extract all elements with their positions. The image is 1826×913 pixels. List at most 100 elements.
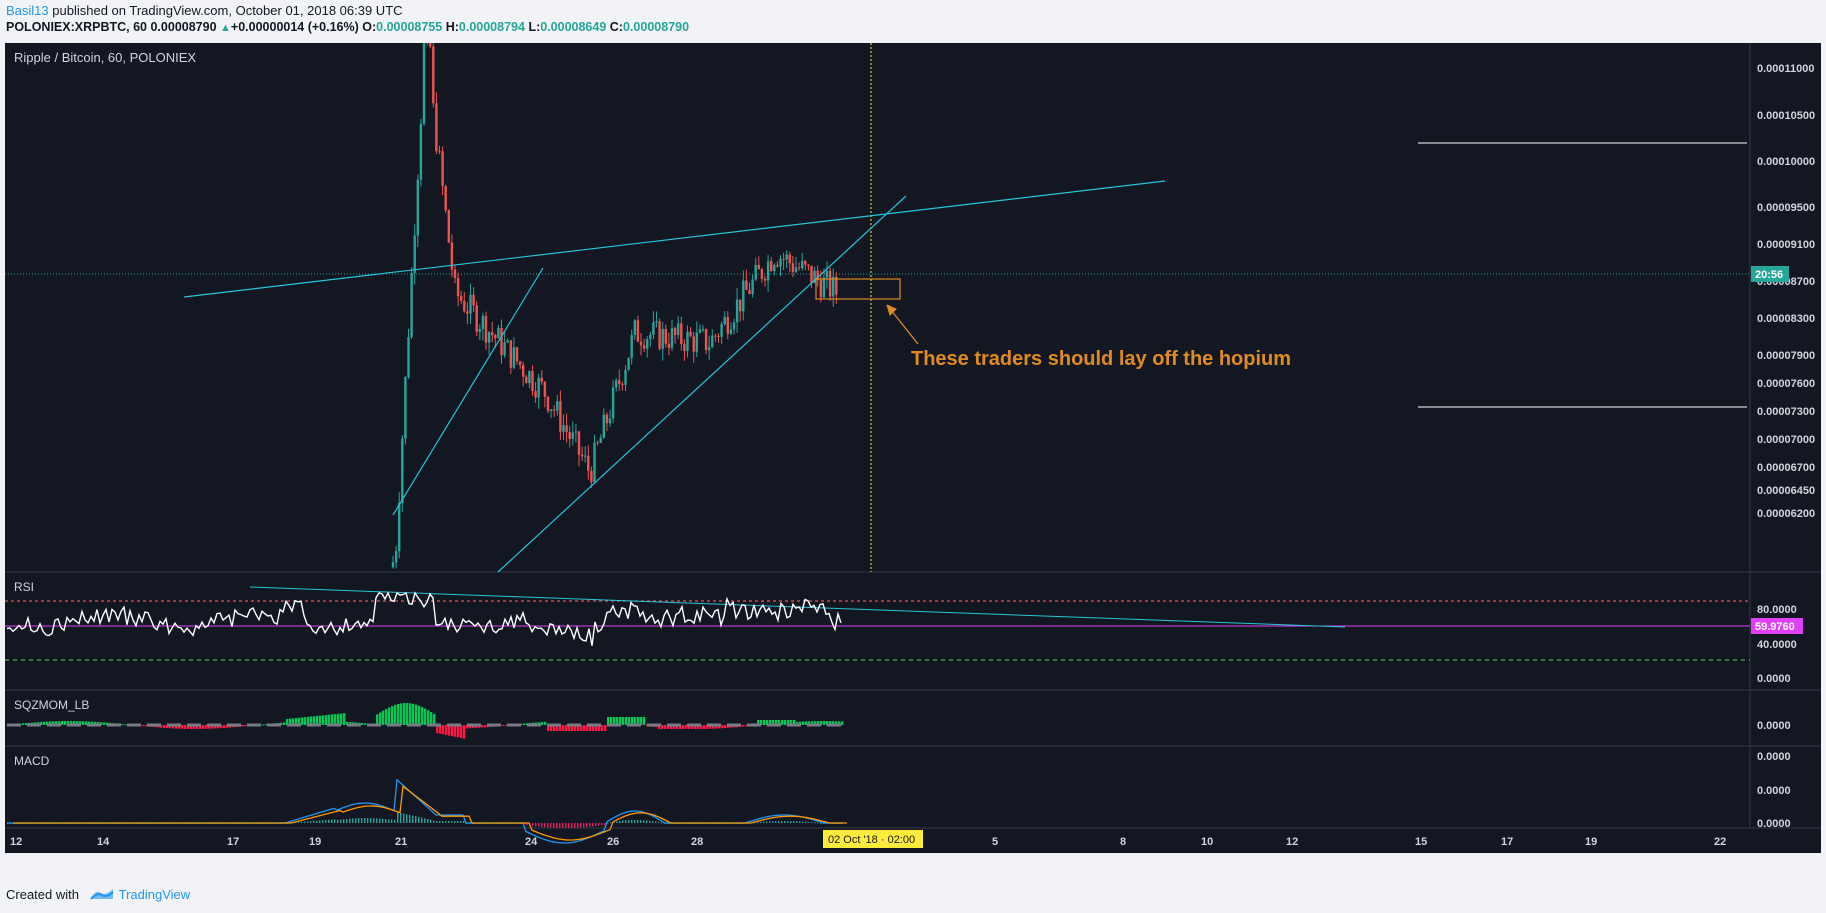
candle-body[interactable] — [698, 329, 702, 333]
candle-body[interactable] — [704, 329, 708, 351]
candle-body[interactable] — [565, 425, 568, 432]
candle-body[interactable] — [562, 425, 565, 432]
macd-line[interactable] — [7, 778, 841, 844]
candle-body[interactable] — [460, 296, 463, 301]
candle-body[interactable] — [695, 332, 698, 352]
candle-body[interactable] — [419, 123, 423, 180]
candle-body[interactable] — [593, 442, 596, 483]
candle-body[interactable] — [751, 279, 754, 294]
candle-body[interactable] — [518, 361, 522, 366]
candle-body[interactable] — [568, 431, 571, 439]
candle-body[interactable] — [447, 210, 450, 243]
candle-body[interactable] — [745, 280, 748, 290]
tradingview-logo-icon[interactable] — [89, 887, 115, 904]
candle-body[interactable] — [478, 329, 481, 332]
candle-body[interactable] — [673, 328, 677, 336]
candle-body[interactable] — [398, 502, 401, 552]
candle-body[interactable] — [748, 289, 751, 294]
candle-body[interactable] — [661, 328, 664, 349]
candle-body[interactable] — [822, 277, 826, 298]
tradingview-link[interactable]: TradingView — [118, 887, 191, 902]
candle-body[interactable] — [757, 264, 760, 270]
candle-body[interactable] — [714, 335, 717, 337]
candle-body[interactable] — [636, 320, 640, 342]
candle-body[interactable] — [835, 276, 838, 295]
chart-canvas[interactable]: Ripple / Bitcoin, 60, POLONIEX RSI SQZMO… — [5, 27, 1821, 853]
candle-body[interactable] — [515, 347, 519, 362]
candle-body[interactable] — [559, 401, 562, 432]
candle-body[interactable] — [816, 270, 819, 281]
candle-body[interactable] — [503, 342, 506, 356]
candle-body[interactable] — [717, 336, 720, 338]
candle-body[interactable] — [642, 345, 646, 349]
candle-body[interactable] — [708, 347, 711, 351]
candle-body[interactable] — [469, 294, 472, 314]
candle-body[interactable] — [611, 387, 615, 419]
candle-body[interactable] — [819, 280, 822, 298]
candle-body[interactable] — [537, 377, 540, 398]
candle-body[interactable] — [720, 324, 723, 337]
candle-body[interactable] — [543, 381, 547, 397]
candle-body[interactable] — [797, 267, 801, 269]
candle-body[interactable] — [788, 254, 791, 264]
candle-body[interactable] — [770, 261, 773, 271]
candle-body[interactable] — [779, 258, 782, 267]
candle-body[interactable] — [500, 328, 503, 356]
candle-body[interactable] — [525, 376, 528, 384]
candle-body[interactable] — [407, 336, 410, 378]
candle-body[interactable] — [766, 261, 770, 281]
candle-body[interactable] — [646, 339, 649, 349]
candle-body[interactable] — [590, 470, 593, 483]
candle-body[interactable] — [689, 331, 692, 337]
candle-body[interactable] — [584, 455, 587, 457]
candle-body[interactable] — [506, 340, 509, 343]
candle-body[interactable] — [804, 261, 807, 265]
candle-body[interactable] — [441, 151, 444, 187]
signal-line[interactable] — [13, 785, 847, 841]
candle-body[interactable] — [633, 320, 636, 335]
candle-body[interactable] — [605, 414, 609, 424]
chart-frame[interactable]: Ripple / Bitcoin, 60, POLONIEX RSI SQZMO… — [5, 27, 1821, 853]
candle-body[interactable] — [422, 42, 426, 124]
candle-body[interactable] — [509, 340, 512, 368]
candle-body[interactable] — [807, 264, 810, 266]
macd-histogram[interactable] — [7, 812, 843, 828]
candle-body[interactable] — [475, 305, 478, 332]
candle-body[interactable] — [491, 332, 494, 336]
candle-body[interactable] — [760, 269, 764, 279]
candle-body[interactable] — [711, 335, 714, 348]
candle-body[interactable] — [692, 336, 695, 352]
candle-body[interactable] — [540, 377, 543, 382]
candle-body[interactable] — [522, 365, 525, 377]
candle-body[interactable] — [683, 343, 686, 352]
support-trendline-2[interactable] — [497, 195, 907, 573]
candle-body[interactable] — [810, 265, 813, 283]
candle-body[interactable] — [463, 300, 466, 312]
candle-body[interactable] — [481, 315, 485, 330]
candle-body[interactable] — [655, 321, 658, 323]
candle-body[interactable] — [615, 380, 618, 388]
candle-body[interactable] — [596, 442, 599, 444]
candle-body[interactable] — [587, 455, 590, 471]
candle-body[interactable] — [735, 299, 739, 323]
rsi-line[interactable] — [6, 591, 842, 646]
candle-body[interactable] — [413, 235, 416, 273]
candle-body[interactable] — [487, 332, 491, 343]
candle-body[interactable] — [639, 341, 643, 346]
candle-body[interactable] — [602, 414, 605, 439]
rising-wedge-upper-trendline[interactable] — [183, 180, 1166, 298]
candle-body[interactable] — [649, 334, 652, 340]
candle-body[interactable] — [401, 438, 404, 503]
candle-body[interactable] — [670, 328, 674, 348]
candle-body[interactable] — [832, 276, 835, 297]
candle-body[interactable] — [404, 377, 407, 439]
candle-body[interactable] — [494, 335, 497, 339]
candle-body[interactable] — [429, 32, 432, 47]
candle-body[interactable] — [732, 322, 736, 330]
candle-body[interactable] — [742, 280, 745, 312]
candle-body[interactable] — [680, 323, 683, 344]
candle-body[interactable] — [497, 328, 500, 339]
annotation-text[interactable]: These traders should lay off the hopium — [911, 348, 1291, 370]
candle-body[interactable] — [574, 431, 578, 433]
candle-body[interactable] — [608, 418, 612, 424]
